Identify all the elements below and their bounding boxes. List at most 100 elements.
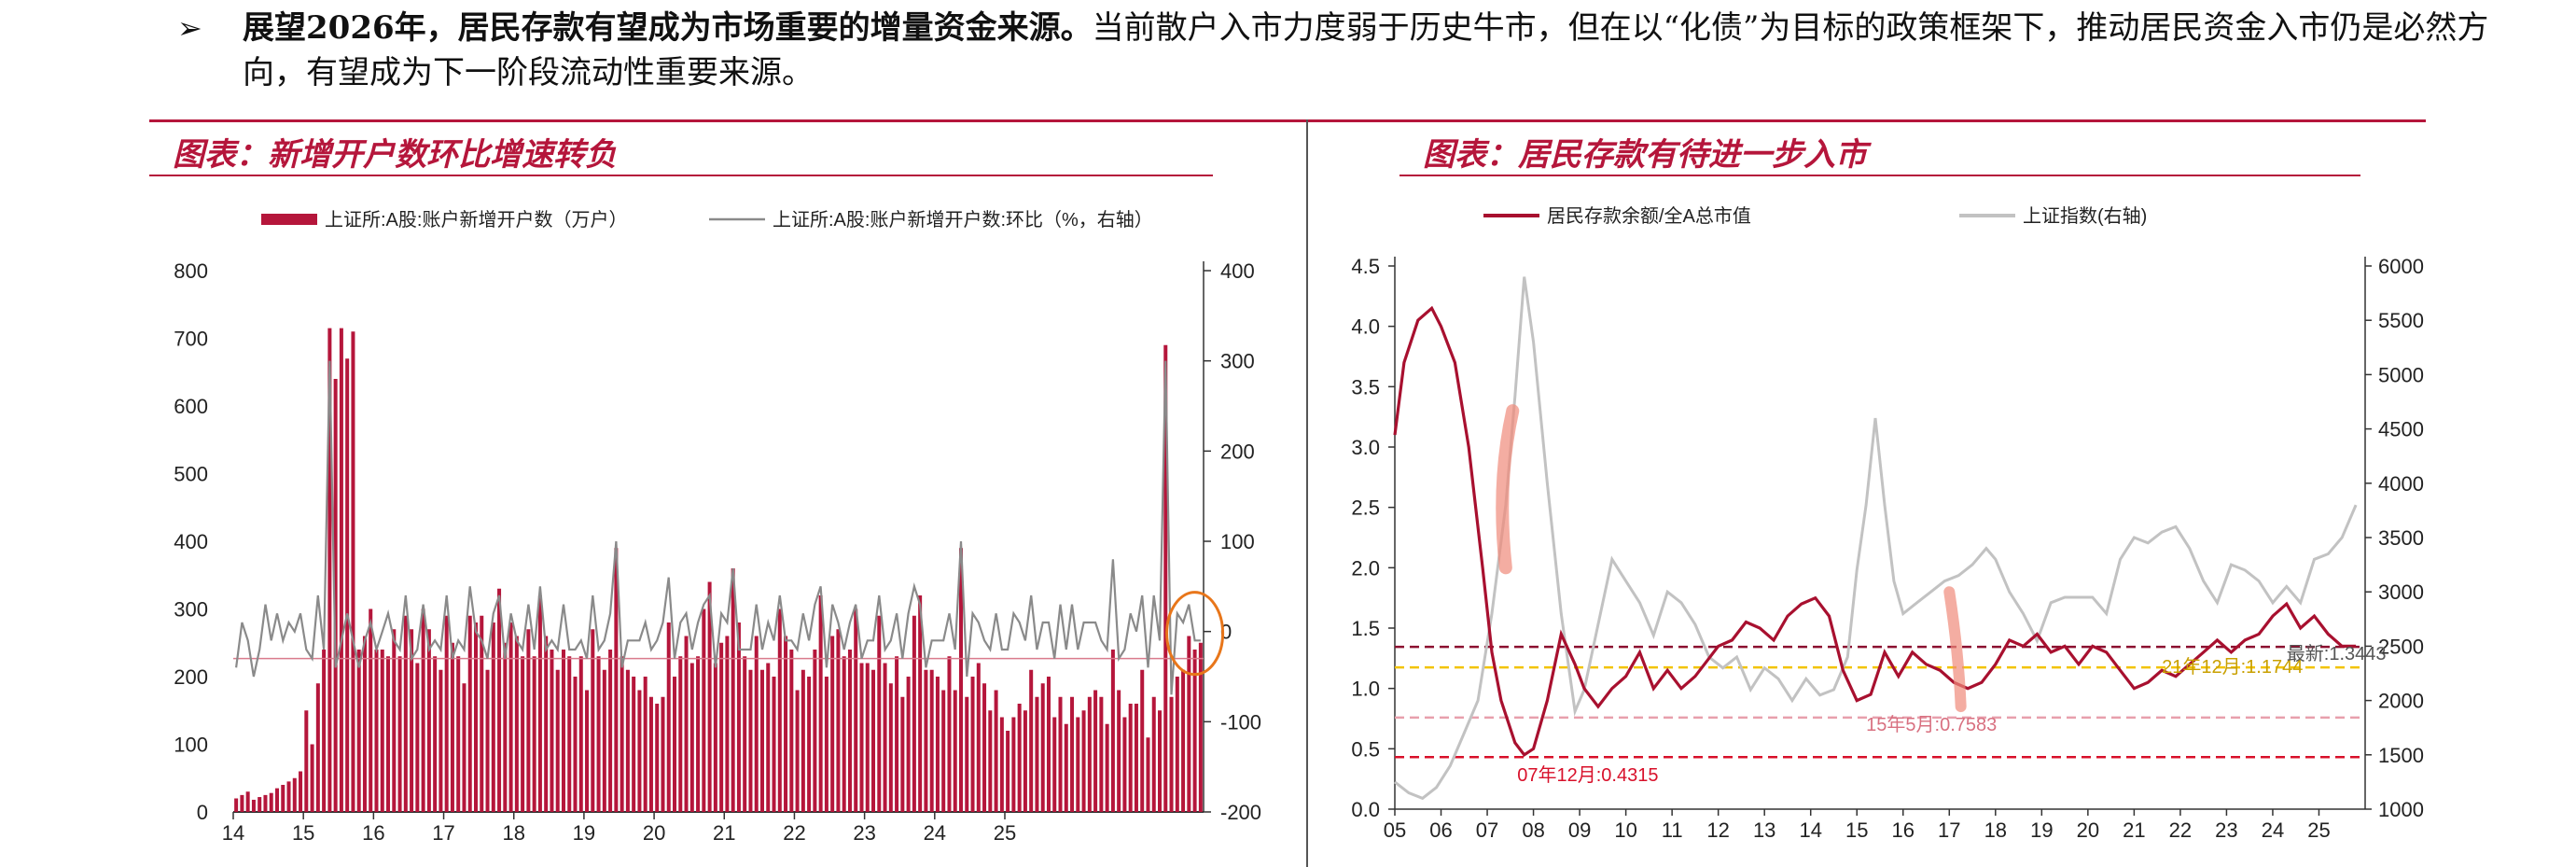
bar-new-accounts [1181, 669, 1186, 812]
bar-new-accounts [772, 677, 776, 812]
left-panel-rule-bottom [149, 175, 1213, 176]
bar-new-accounts [632, 677, 636, 812]
bar-new-accounts [1175, 677, 1179, 812]
x-tick-label: 14 [1799, 818, 1821, 842]
bar-new-accounts [1081, 710, 1086, 812]
legend-label-bars: 上证所:A股:账户新增开户数（万户） [325, 209, 627, 231]
bar-new-accounts [777, 608, 782, 812]
bar-new-accounts [789, 650, 794, 812]
x-tick-label: 05 [1384, 818, 1406, 842]
x-tick-label: 23 [2215, 818, 2237, 842]
x-tick-label: 11 [1662, 818, 1683, 842]
left-y-tick-label: 500 [174, 463, 208, 486]
left-y-tick-label: 400 [174, 530, 208, 553]
bar-new-accounts [941, 690, 946, 812]
bar-new-accounts [1087, 696, 1092, 812]
bar-new-accounts [1029, 669, 1034, 812]
bar-new-accounts [362, 636, 367, 812]
bar-new-accounts [1151, 696, 1156, 812]
bar-new-accounts [1140, 669, 1145, 812]
left-y-tick-label: 3.0 [1351, 436, 1380, 459]
bar-new-accounts [514, 636, 519, 812]
bar-new-accounts [625, 669, 630, 812]
bar-new-accounts [854, 608, 858, 812]
bar-new-accounts [374, 650, 379, 812]
left-chart: 0100200300400500600700800-200-1000100200… [174, 209, 1261, 845]
bar-new-accounts [1076, 717, 1080, 812]
bar-new-accounts [578, 656, 583, 812]
bar-new-accounts [1040, 683, 1045, 812]
right-y-tick-label: -200 [1220, 801, 1261, 824]
bar-new-accounts [1099, 696, 1104, 812]
bar-new-accounts [485, 669, 490, 812]
bar-new-accounts [473, 622, 479, 812]
bar-new-accounts [544, 636, 549, 812]
left-y-tick-label: 700 [174, 328, 208, 351]
bar-new-accounts [292, 777, 297, 812]
bar-new-accounts [707, 581, 712, 812]
x-tick-label: 22 [2169, 818, 2192, 842]
right-y-tick-label: 400 [1220, 259, 1255, 283]
bar-new-accounts [842, 656, 846, 812]
right-y-tick-label: 5000 [2378, 363, 2424, 386]
left-panel-rule-top [149, 119, 1306, 122]
right-y-tick-label: -100 [1220, 710, 1261, 734]
right-panel-rule-top [1306, 119, 2426, 122]
bar-new-accounts [1093, 690, 1098, 812]
bar-new-accounts [976, 663, 981, 812]
left-y-tick-label: 800 [174, 259, 208, 283]
x-tick-label: 18 [502, 821, 524, 845]
bar-new-accounts [970, 677, 975, 812]
bar-new-accounts [824, 677, 828, 812]
bar-new-accounts [240, 794, 244, 812]
right-y-tick-label: 4000 [2378, 472, 2424, 496]
bar-new-accounts [994, 690, 998, 812]
right-y-tick-label: 100 [1220, 530, 1255, 553]
bar-new-accounts [836, 629, 841, 812]
right-y-tick-label: 1000 [2378, 798, 2424, 821]
bar-new-accounts [614, 548, 619, 812]
line-shanghai-index [1394, 276, 2358, 801]
bar-new-accounts [1011, 717, 1016, 812]
bar-new-accounts [684, 636, 689, 812]
bar-new-accounts [953, 690, 957, 812]
bar-new-accounts [591, 629, 595, 812]
x-tick-label: 20 [2077, 818, 2099, 842]
left-y-tick-label: 300 [174, 598, 208, 622]
bar-new-accounts [648, 696, 653, 812]
x-tick-label: 15 [292, 821, 314, 845]
left-y-tick-label: 2.0 [1351, 556, 1380, 580]
bar-new-accounts [333, 379, 338, 812]
bar-new-accounts [433, 656, 438, 812]
bar-new-accounts [521, 656, 525, 812]
bar-new-accounts [830, 636, 835, 812]
bar-new-accounts [573, 677, 578, 812]
left-y-tick-label: 1.5 [1351, 617, 1380, 640]
x-tick-label: 22 [783, 821, 805, 845]
bar-new-accounts [526, 629, 531, 812]
bar-new-accounts [1134, 704, 1138, 812]
bar-new-accounts [912, 615, 916, 812]
bullet-body: 当前散户入市力度弱于历史牛市，但在以“化债”为目标的政策框架下，推动居民资金入市… [243, 9, 2489, 91]
bar-new-accounts [1110, 650, 1115, 812]
x-tick-label: 15 [1845, 818, 1868, 842]
x-tick-label: 16 [362, 821, 384, 845]
right-y-tick-label: 5500 [2378, 309, 2424, 332]
right-y-tick-label: 3500 [2378, 526, 2424, 550]
left-y-tick-label: 4.0 [1351, 315, 1380, 339]
line-deposit-ratio [1393, 305, 2357, 757]
left-y-tick-label: 2.5 [1351, 496, 1380, 520]
left-chart-title: 图表：新增开户数环比增速转负 [173, 136, 617, 174]
bar-new-accounts [877, 615, 882, 812]
bar-new-accounts [748, 669, 753, 812]
bar-new-accounts [1146, 737, 1150, 812]
bar-new-accounts [1064, 723, 1068, 812]
x-tick-label: 09 [1568, 818, 1591, 842]
bar-new-accounts [818, 595, 823, 812]
bar-new-accounts [795, 690, 800, 812]
bar-new-accounts [754, 636, 759, 812]
left-y-tick-label: 0.0 [1351, 798, 1380, 821]
right-y-tick-label: 2500 [2378, 635, 2424, 658]
x-tick-label: 06 [1429, 818, 1452, 842]
bar-new-accounts [929, 669, 934, 812]
